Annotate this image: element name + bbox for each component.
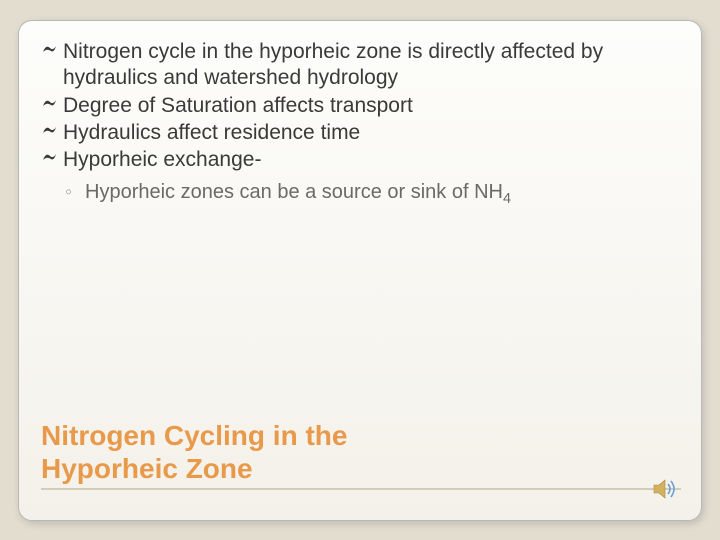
swash-bullet-icon: [41, 42, 59, 60]
sub-list-item: ◦ Hyporheic zones can be a source or sin…: [41, 179, 679, 205]
list-item: Hyporheic exchange-: [41, 147, 679, 173]
list-item: Hydraulics affect residence time: [41, 120, 679, 146]
sub-bullet-text: Hyporheic zones can be a source or sink …: [85, 181, 511, 203]
bullet-text: Degree of Saturation affects transport: [63, 94, 413, 117]
slide-title: Nitrogen Cycling in theHyporheic Zone: [41, 419, 681, 490]
subscript-text: 4: [503, 191, 511, 207]
title-line-1: Nitrogen Cycling in the: [41, 420, 347, 451]
list-item: Nitrogen cycle in the hyporheic zone is …: [41, 39, 679, 92]
speaker-icon[interactable]: [653, 478, 679, 500]
bullet-text: Nitrogen cycle in the hyporheic zone is …: [63, 40, 603, 89]
slide-panel: Nitrogen cycle in the hyporheic zone is …: [18, 20, 702, 521]
title-text: Nitrogen Cycling in theHyporheic Zone: [41, 419, 681, 490]
title-line-2: Hyporheic Zone: [41, 453, 253, 484]
bullet-list: Nitrogen cycle in the hyporheic zone is …: [41, 39, 679, 205]
swash-bullet-icon: [41, 123, 59, 141]
bullet-text: Hyporheic exchange-: [63, 148, 261, 171]
hollow-circle-bullet-icon: ◦: [65, 179, 72, 205]
bullet-text: Hydraulics affect residence time: [63, 121, 360, 144]
sub-bullet-prefix: Hyporheic zones can be a source or sink …: [85, 181, 503, 203]
list-item: Degree of Saturation affects transport: [41, 93, 679, 119]
swash-bullet-icon: [41, 150, 59, 168]
swash-bullet-icon: [41, 96, 59, 114]
